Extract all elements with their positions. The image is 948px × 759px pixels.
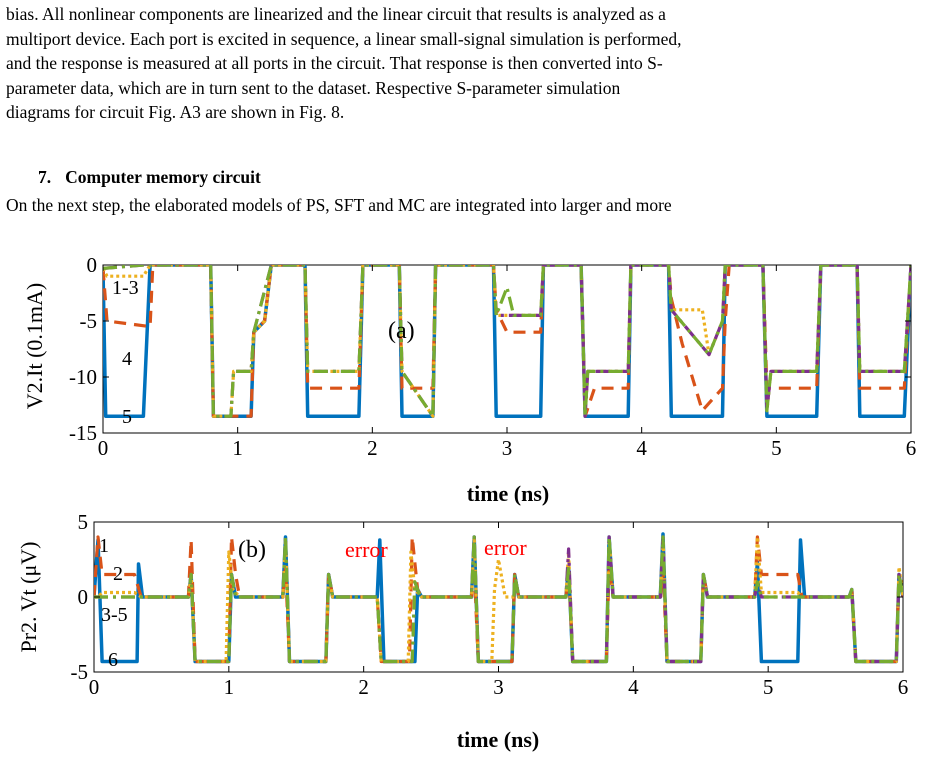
series-line-green (94, 535, 903, 664)
paragraph-line: parameter data, which are in turn sent t… (6, 77, 621, 98)
series-line-s35 (94, 535, 903, 664)
annotation-1-3: 1-3 (112, 277, 139, 299)
paragraph-line: bias. All nonlinear components are linea… (6, 4, 666, 24)
paragraph-line: diagrams for circuit Fig. A3 are shown i… (6, 102, 345, 122)
chart-panel-a: 0 1 2 3 4 5 6 0 -5 -10 -15 (a) 1-3 4 5 V2.It (0.1m… (22, 253, 916, 506)
chart-panel-b: 0 1 2 3 4 5 650-5 (b) 1 2 3-5 6 error error Pr… (16, 510, 908, 752)
x-tick-label: 4 (628, 675, 639, 699)
x-tick-label: 1 (232, 436, 243, 460)
y-tick-label: 0 (78, 585, 89, 609)
annotation-4: 4 (122, 348, 132, 370)
x-tick-label: 1 (224, 675, 235, 699)
x-tick-label: 5 (763, 675, 774, 699)
series-group-a (103, 265, 911, 418)
x-axis-label-b: time (ns) (457, 727, 539, 752)
y-axis-label-a: V2.It (0.1mA) (22, 283, 47, 409)
y-tick-label: -10 (69, 365, 97, 389)
x-tick-label: 3 (502, 436, 513, 460)
annotation-6: 6 (108, 649, 118, 671)
x-tick-label: 4 (636, 436, 647, 460)
plot-frame-a (102, 264, 912, 434)
y-tick-label: 0 (87, 253, 98, 277)
annotation-2: 2 (113, 563, 123, 585)
next-paragraph: On the next step, the elaborated models … (6, 195, 672, 215)
y-tick-label: -5 (80, 309, 98, 333)
series-line-green (103, 265, 911, 418)
y-axis-label-b: Pr2. Vt (μV) (16, 542, 41, 653)
x-tick-label: 5 (771, 436, 782, 460)
x-tick-label: 6 (898, 675, 909, 699)
axis-ticks-b: 0 1 2 3 4 5 650-5 (71, 510, 909, 699)
x-tick-label: 3 (493, 675, 504, 699)
x-tick-label: 2 (358, 675, 369, 699)
paragraph-line: and the response is measured at all port… (6, 53, 663, 73)
panel-label-a: (a) (388, 318, 415, 344)
y-tick-label: -15 (69, 421, 97, 445)
x-tick-label: 0 (98, 436, 109, 460)
paragraph-line: multiport device. Each port is excited i… (6, 28, 682, 49)
annotation-error-2: error (484, 535, 527, 560)
axis-ticks-a: 0 1 2 3 4 5 6 0 -5 -10 -15 (69, 253, 916, 460)
x-axis-label-a: time (ns) (467, 481, 549, 506)
x-tick-label: 0 (89, 675, 100, 699)
section-heading: 7. Computer memory circuit (38, 167, 261, 188)
x-tick-label: 6 (906, 436, 917, 460)
series-group-b (94, 532, 903, 664)
y-tick-label: -5 (71, 660, 89, 684)
panel-label-b: (b) (238, 537, 266, 563)
figure: 0 1 2 3 4 5 60-5-10-15 (a) 1-3 4 5 V2.It (0.1m… (16, 253, 916, 752)
section-number: 7. (38, 167, 52, 187)
y-tick-label: 5 (78, 510, 89, 534)
x-tick-label: 2 (367, 436, 378, 460)
annotation-5: 5 (122, 406, 132, 428)
section-title: Computer memory circuit (65, 167, 261, 187)
annotation-1: 1 (99, 535, 109, 557)
annotation-error-1: error (345, 537, 388, 562)
body-paragraph: bias. All nonlinear components are linea… (6, 2, 936, 125)
annotation-3-5: 3-5 (101, 604, 128, 626)
